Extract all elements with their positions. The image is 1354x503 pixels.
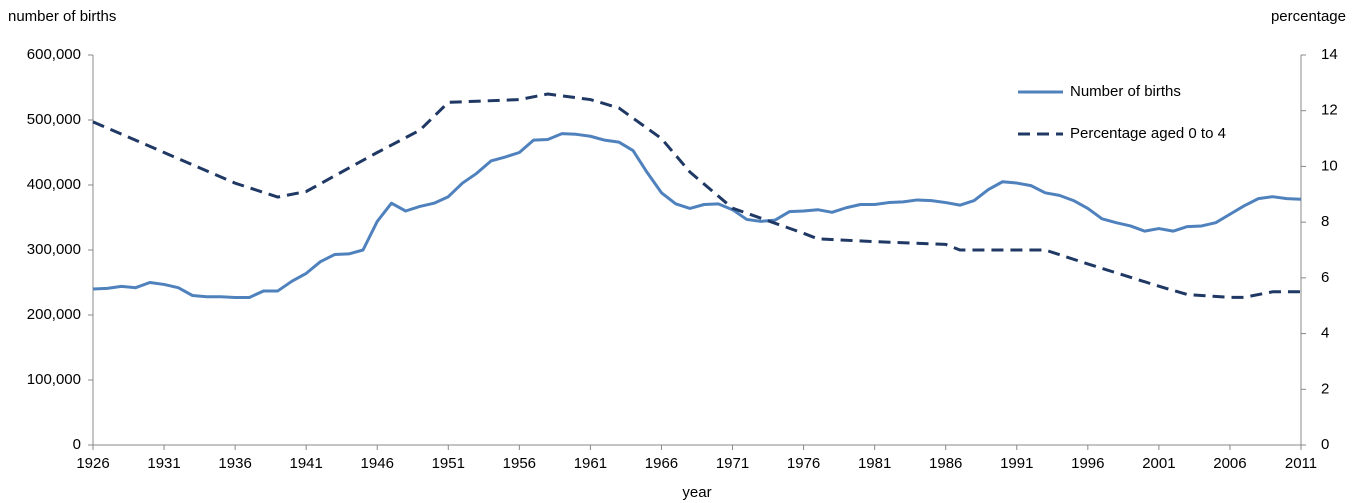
y-tick-label: 400,000	[27, 176, 81, 193]
x-tick-label: 1946	[361, 455, 394, 472]
y2-tick-label: 12	[1321, 102, 1338, 119]
y-tick-label: 600,000	[27, 46, 81, 63]
y2-tick-label: 10	[1321, 157, 1338, 174]
y2-tick-label: 14	[1321, 46, 1338, 63]
y2-tick-label: 6	[1321, 269, 1329, 286]
y2-tick-label: 4	[1321, 325, 1329, 342]
legend-label: Percentage aged 0 to 4	[1070, 125, 1226, 142]
x-tick-label: 1951	[432, 455, 465, 472]
y-tick-label: 500,000	[27, 111, 81, 128]
y-tick-label: 300,000	[27, 241, 81, 258]
y-tick-label: 100,000	[27, 371, 81, 388]
y-axis-title: number of births	[8, 8, 116, 25]
line-series	[92, 92, 1301, 299]
x-tick-label: 1931	[147, 455, 180, 472]
x-tick-label: 1926	[76, 455, 109, 472]
x-tick-label: 1961	[574, 455, 607, 472]
x-tick-label: 1991	[1000, 455, 1033, 472]
y2-tick-label: 0	[1321, 436, 1329, 453]
x-tick-label: 1996	[1071, 455, 1104, 472]
x-tick-label: 1971	[716, 455, 749, 472]
x-tick-label: 2006	[1213, 455, 1246, 472]
y-tick-label: 200,000	[27, 306, 81, 323]
y-tick-label: 0	[73, 436, 81, 453]
x-tick-label: 1966	[645, 455, 678, 472]
x-tick-label: 1941	[289, 455, 322, 472]
x-tick-label: 1956	[503, 455, 536, 472]
x-tick-label: 1981	[858, 455, 891, 472]
x-tick-label: 2001	[1142, 455, 1175, 472]
legend-label: Number of births	[1070, 83, 1181, 100]
x-tick-label: 1936	[218, 455, 251, 472]
x-axis-title: year	[682, 484, 711, 501]
y2-tick-label: 2	[1321, 380, 1329, 397]
x-tick-label: 1976	[787, 455, 820, 472]
y2-axis-title: percentage	[1271, 8, 1346, 25]
line-series	[92, 132, 1302, 299]
x-tick-label: 1986	[929, 455, 962, 472]
x-tick-label: 2011	[1285, 455, 1317, 472]
y2-tick-label: 8	[1321, 213, 1329, 230]
